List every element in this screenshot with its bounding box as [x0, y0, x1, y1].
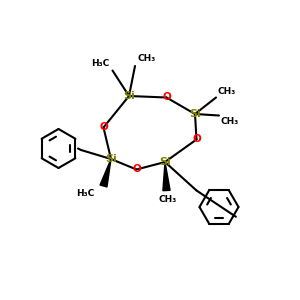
Text: H₃C: H₃C	[91, 58, 110, 68]
Text: H₃C: H₃C	[76, 189, 94, 198]
Text: CH₃: CH₃	[159, 195, 177, 204]
Text: Si: Si	[123, 91, 135, 101]
Text: CH₃: CH₃	[218, 87, 236, 96]
Polygon shape	[163, 162, 170, 191]
Text: Si: Si	[189, 109, 201, 119]
Text: O: O	[162, 92, 171, 103]
Text: Si: Si	[159, 157, 171, 167]
Text: O: O	[192, 134, 201, 145]
Text: O: O	[132, 164, 141, 175]
Polygon shape	[100, 159, 111, 187]
Text: Si: Si	[105, 154, 117, 164]
Text: CH₃: CH₃	[220, 117, 239, 126]
Text: CH₃: CH₃	[138, 54, 156, 63]
Text: O: O	[99, 122, 108, 133]
